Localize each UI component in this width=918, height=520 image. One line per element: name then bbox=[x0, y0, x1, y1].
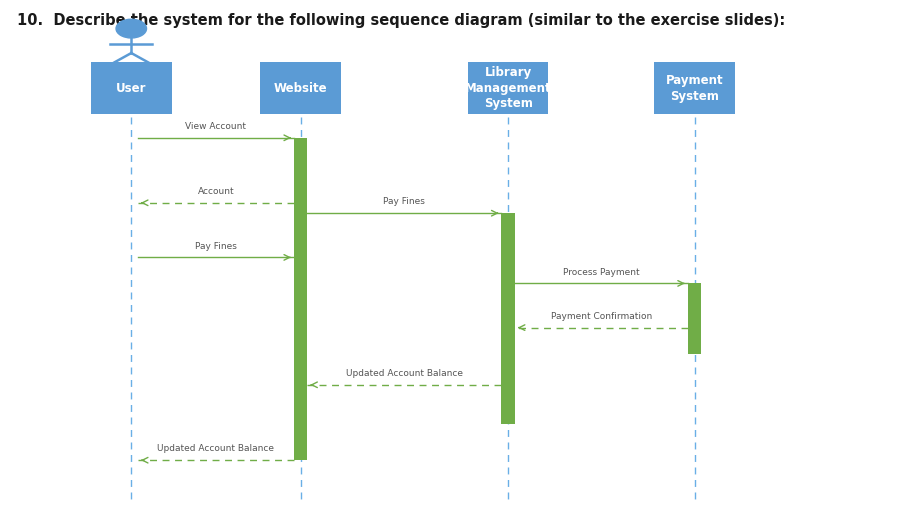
Bar bbox=[294, 138, 308, 460]
Text: User: User bbox=[116, 82, 147, 95]
Text: View Account: View Account bbox=[185, 122, 246, 131]
Text: Library
Management
System: Library Management System bbox=[465, 67, 552, 110]
Text: Payment
System: Payment System bbox=[666, 74, 723, 102]
Bar bbox=[91, 62, 172, 114]
Bar bbox=[688, 283, 701, 354]
Text: Account: Account bbox=[197, 187, 234, 196]
Text: Updated Account Balance: Updated Account Balance bbox=[158, 445, 274, 453]
Bar bbox=[468, 62, 548, 114]
Text: Updated Account Balance: Updated Account Balance bbox=[346, 369, 463, 378]
Text: Process Payment: Process Payment bbox=[563, 268, 640, 277]
Text: Website: Website bbox=[274, 82, 328, 95]
Bar bbox=[655, 62, 734, 114]
Bar bbox=[261, 62, 341, 114]
Circle shape bbox=[116, 19, 147, 38]
Bar bbox=[501, 213, 515, 424]
Text: Pay Fines: Pay Fines bbox=[384, 198, 425, 206]
Text: Pay Fines: Pay Fines bbox=[195, 242, 237, 251]
Text: 10.  Describe the system for the following sequence diagram (similar to the exer: 10. Describe the system for the followin… bbox=[17, 13, 785, 28]
Text: Payment Confirmation: Payment Confirmation bbox=[551, 312, 652, 321]
